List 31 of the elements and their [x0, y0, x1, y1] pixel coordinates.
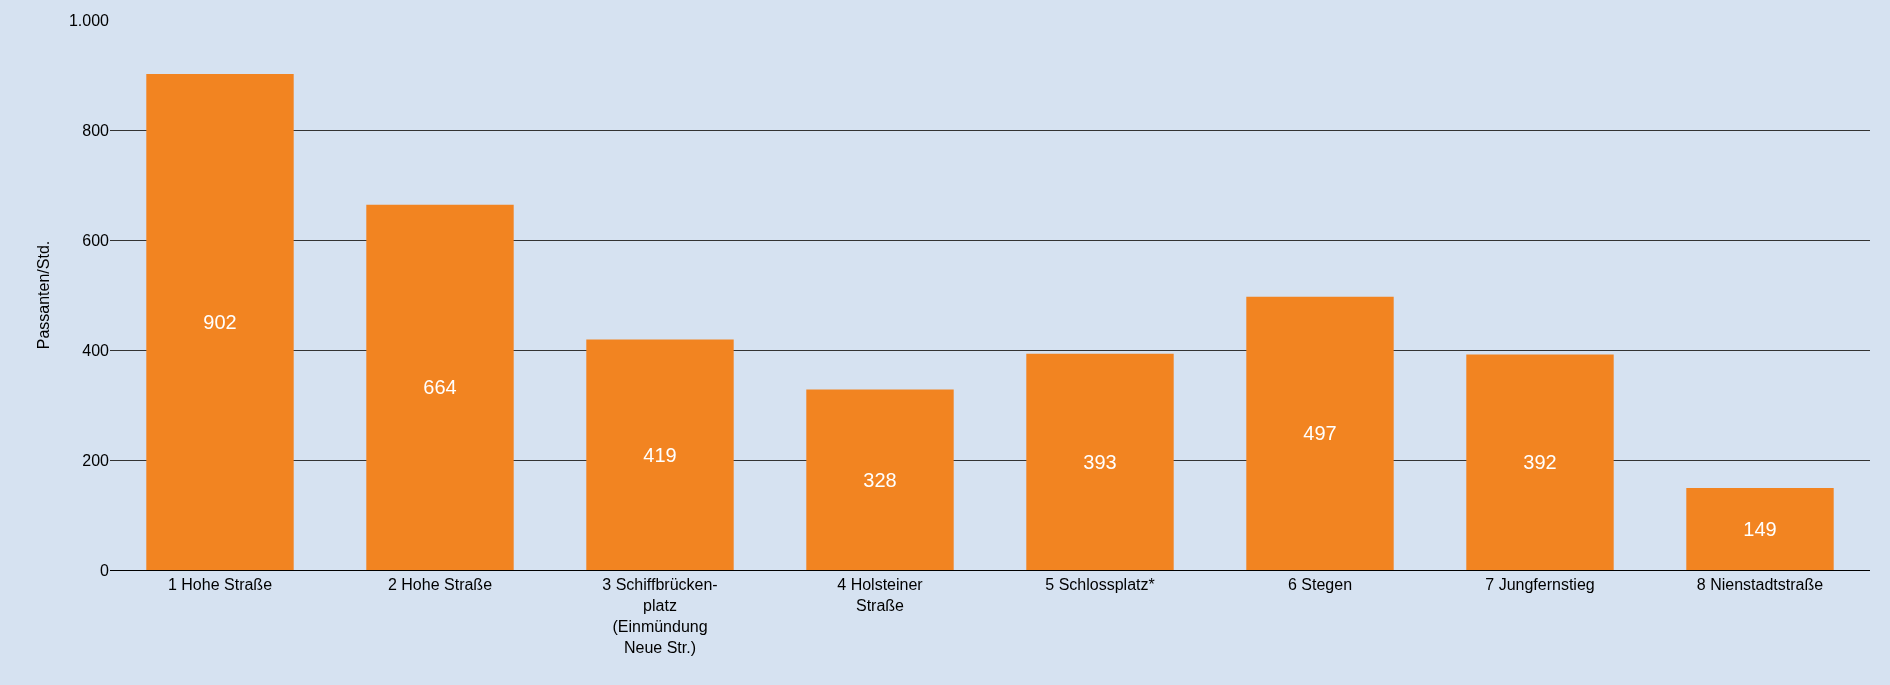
bar	[366, 204, 514, 570]
x-tick-label: 1 Hohe Straße	[167, 576, 273, 594]
x-tick-label: 8 Nienstadtstraße	[1696, 576, 1824, 594]
y-tick-label: 1.000	[68, 11, 110, 29]
bar	[586, 339, 734, 570]
data-label: 664	[423, 376, 457, 399]
bar	[1026, 353, 1174, 570]
data-label: 497	[1303, 422, 1337, 445]
data-label: 392	[1523, 451, 1557, 474]
data-label: 328	[863, 468, 897, 491]
x-tick-label: 6 Stegen	[1287, 576, 1353, 594]
y-tick-label: 200	[82, 451, 110, 469]
y-tick-label: 800	[82, 121, 110, 139]
x-tick-label: 5 Schlossplatz*	[1045, 576, 1155, 594]
y-tick-label: 600	[82, 231, 110, 249]
bar	[1466, 354, 1614, 570]
data-label: 149	[1743, 518, 1777, 541]
x-tick-label: 7 Jungfernstieg	[1485, 576, 1595, 594]
y-tick-label: 400	[82, 341, 110, 359]
x-tick-label: 2 Hohe Straße	[387, 576, 493, 594]
data-label: 393	[1083, 450, 1117, 473]
data-label: 419	[643, 443, 677, 466]
data-label: 902	[203, 310, 237, 333]
x-tick-label: 4 Holsteiner Straße	[837, 576, 924, 614]
bar	[146, 73, 294, 570]
y-tick-label: 0	[100, 561, 110, 579]
bar	[1246, 296, 1394, 570]
bar	[806, 389, 954, 570]
x-tick-label: 3 Schiffbrücken- platz (Einmündung Neue Str.)	[602, 576, 718, 656]
bar	[1686, 488, 1834, 570]
y-axis-title: Passanten/Std.	[34, 240, 52, 350]
